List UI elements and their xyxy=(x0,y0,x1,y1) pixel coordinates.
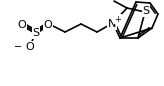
Text: O: O xyxy=(44,20,52,30)
Text: −: − xyxy=(14,42,22,52)
Text: O: O xyxy=(18,20,26,30)
Text: O: O xyxy=(26,42,34,52)
Text: S: S xyxy=(143,6,150,16)
Text: +: + xyxy=(115,15,121,23)
Text: S: S xyxy=(32,28,40,38)
Text: N: N xyxy=(108,19,116,29)
